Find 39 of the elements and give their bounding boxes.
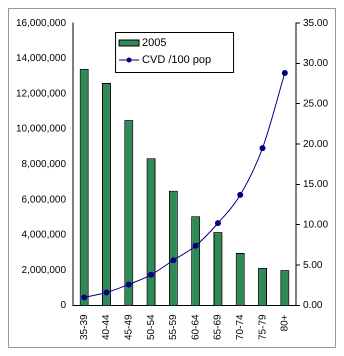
y-tick-label: 2,000,000 bbox=[22, 264, 66, 276]
x-tick-label: 55-59 bbox=[168, 314, 180, 340]
y-tick-label: 16,000,000 bbox=[16, 18, 66, 29]
x-tick-label: 60-64 bbox=[190, 314, 202, 340]
y-tick-label: 4,000,000 bbox=[22, 230, 66, 241]
y-tick-label: 0 bbox=[60, 300, 66, 312]
y2-tick-label: 30.00 bbox=[302, 58, 328, 70]
y2-tick-label: 10.00 bbox=[302, 219, 328, 230]
point bbox=[282, 70, 288, 76]
y-tick-label: 6,000,000 bbox=[22, 194, 66, 206]
point bbox=[260, 145, 266, 152]
point bbox=[103, 290, 110, 296]
y2-tick-label: 25.00 bbox=[302, 98, 328, 110]
x-tick-label: 40-44 bbox=[101, 314, 112, 340]
y2-tick-label: 15.00 bbox=[302, 179, 328, 190]
point bbox=[237, 192, 244, 198]
x-tick-label: 80+ bbox=[280, 314, 291, 332]
x-tick-label: 75-79 bbox=[257, 314, 268, 340]
y-tick-label: 8,000,000 bbox=[22, 158, 66, 170]
x-tick-label: 35-39 bbox=[78, 314, 90, 340]
point bbox=[214, 220, 221, 226]
point bbox=[81, 294, 88, 300]
x-tick-label: 65-69 bbox=[212, 314, 224, 340]
point bbox=[148, 272, 154, 278]
y2-tick-label: 20.00 bbox=[302, 138, 328, 150]
x-tick-label: 70-74 bbox=[234, 314, 246, 340]
y-tick-label: 10,000,000 bbox=[16, 124, 66, 135]
legend-label: 2005 bbox=[142, 37, 167, 50]
y-tick-label: 12,000,000 bbox=[16, 88, 66, 100]
point bbox=[192, 242, 199, 249]
point bbox=[126, 281, 132, 288]
y2-tick-label: 35.00 bbox=[302, 18, 328, 29]
legend-label: CVD /100 pop bbox=[142, 54, 212, 66]
point bbox=[170, 257, 176, 264]
y-tick-label: 14,000,000 bbox=[16, 53, 66, 64]
x-tick-label: 50-54 bbox=[146, 314, 157, 340]
x-tick-label: 45-49 bbox=[124, 314, 135, 340]
y2-tick-label: 0.00 bbox=[302, 300, 323, 312]
y2-tick-label: 5.00 bbox=[302, 260, 323, 271]
